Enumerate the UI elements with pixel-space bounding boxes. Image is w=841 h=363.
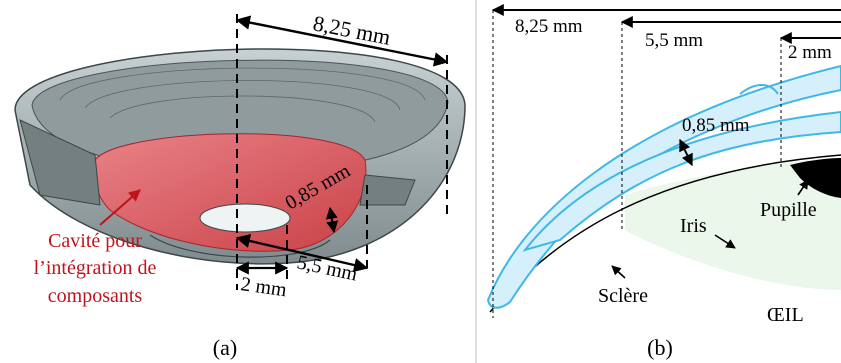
panel-b: 8,25 mm 5,5 mm 2 mm 0,85 mm Iris Pupille… [486, 4, 841, 360]
dim-b-thickness-arrow [679, 138, 693, 167]
panel-a: 8,25 mm 0,85 mm 5,5 mm 2 mm Cavité pour … [14, 10, 466, 360]
lens-ring [84, 80, 401, 111]
sclera-pointer-arrow [611, 265, 626, 279]
lens-bump [739, 84, 779, 95]
dim-line-mid [235, 233, 369, 273]
pupil-pointer-arrow [797, 179, 809, 196]
eye-label: ŒIL [767, 304, 804, 326]
cavity-label-line-2: l’intégration de [34, 257, 157, 279]
dim-line-outer [235, 15, 449, 67]
pupil-label: Pupille [760, 199, 817, 221]
panel-a-caption: (a) [213, 335, 237, 360]
dim-inner-label: 2 mm [239, 273, 288, 301]
lens-ring [59, 67, 426, 101]
panel-b-caption: (b) [647, 335, 673, 360]
dim-b-mid-label: 5,5 mm [645, 30, 703, 51]
lens-cutaway [19, 119, 101, 206]
cavity-label-line-3: composants [48, 285, 143, 307]
lens-section-outer [486, 64, 841, 309]
dim-mid-label: 5,5 mm [295, 251, 360, 285]
dim-b-outer-label: 8,25 mm [515, 16, 583, 37]
dim-b-inner-label: 2 mm [788, 42, 832, 63]
cavity-label-line-1: Cavité pour [48, 230, 142, 252]
lens-ring [109, 95, 376, 123]
iris-region [625, 158, 841, 290]
cavity-pointer-arrow [99, 189, 141, 226]
iris-label: Iris [680, 215, 707, 237]
dim-b-thickness-label: 0,85 mm [682, 115, 750, 136]
pupil-region [790, 158, 841, 198]
lens-cutaway [359, 174, 416, 206]
sclera-label: Sclère [598, 285, 648, 307]
lens-section-inner [522, 110, 841, 252]
lens-center-hole [199, 203, 291, 233]
iris-pointer-arrow [714, 234, 736, 249]
dim-line-thickness [325, 206, 339, 234]
